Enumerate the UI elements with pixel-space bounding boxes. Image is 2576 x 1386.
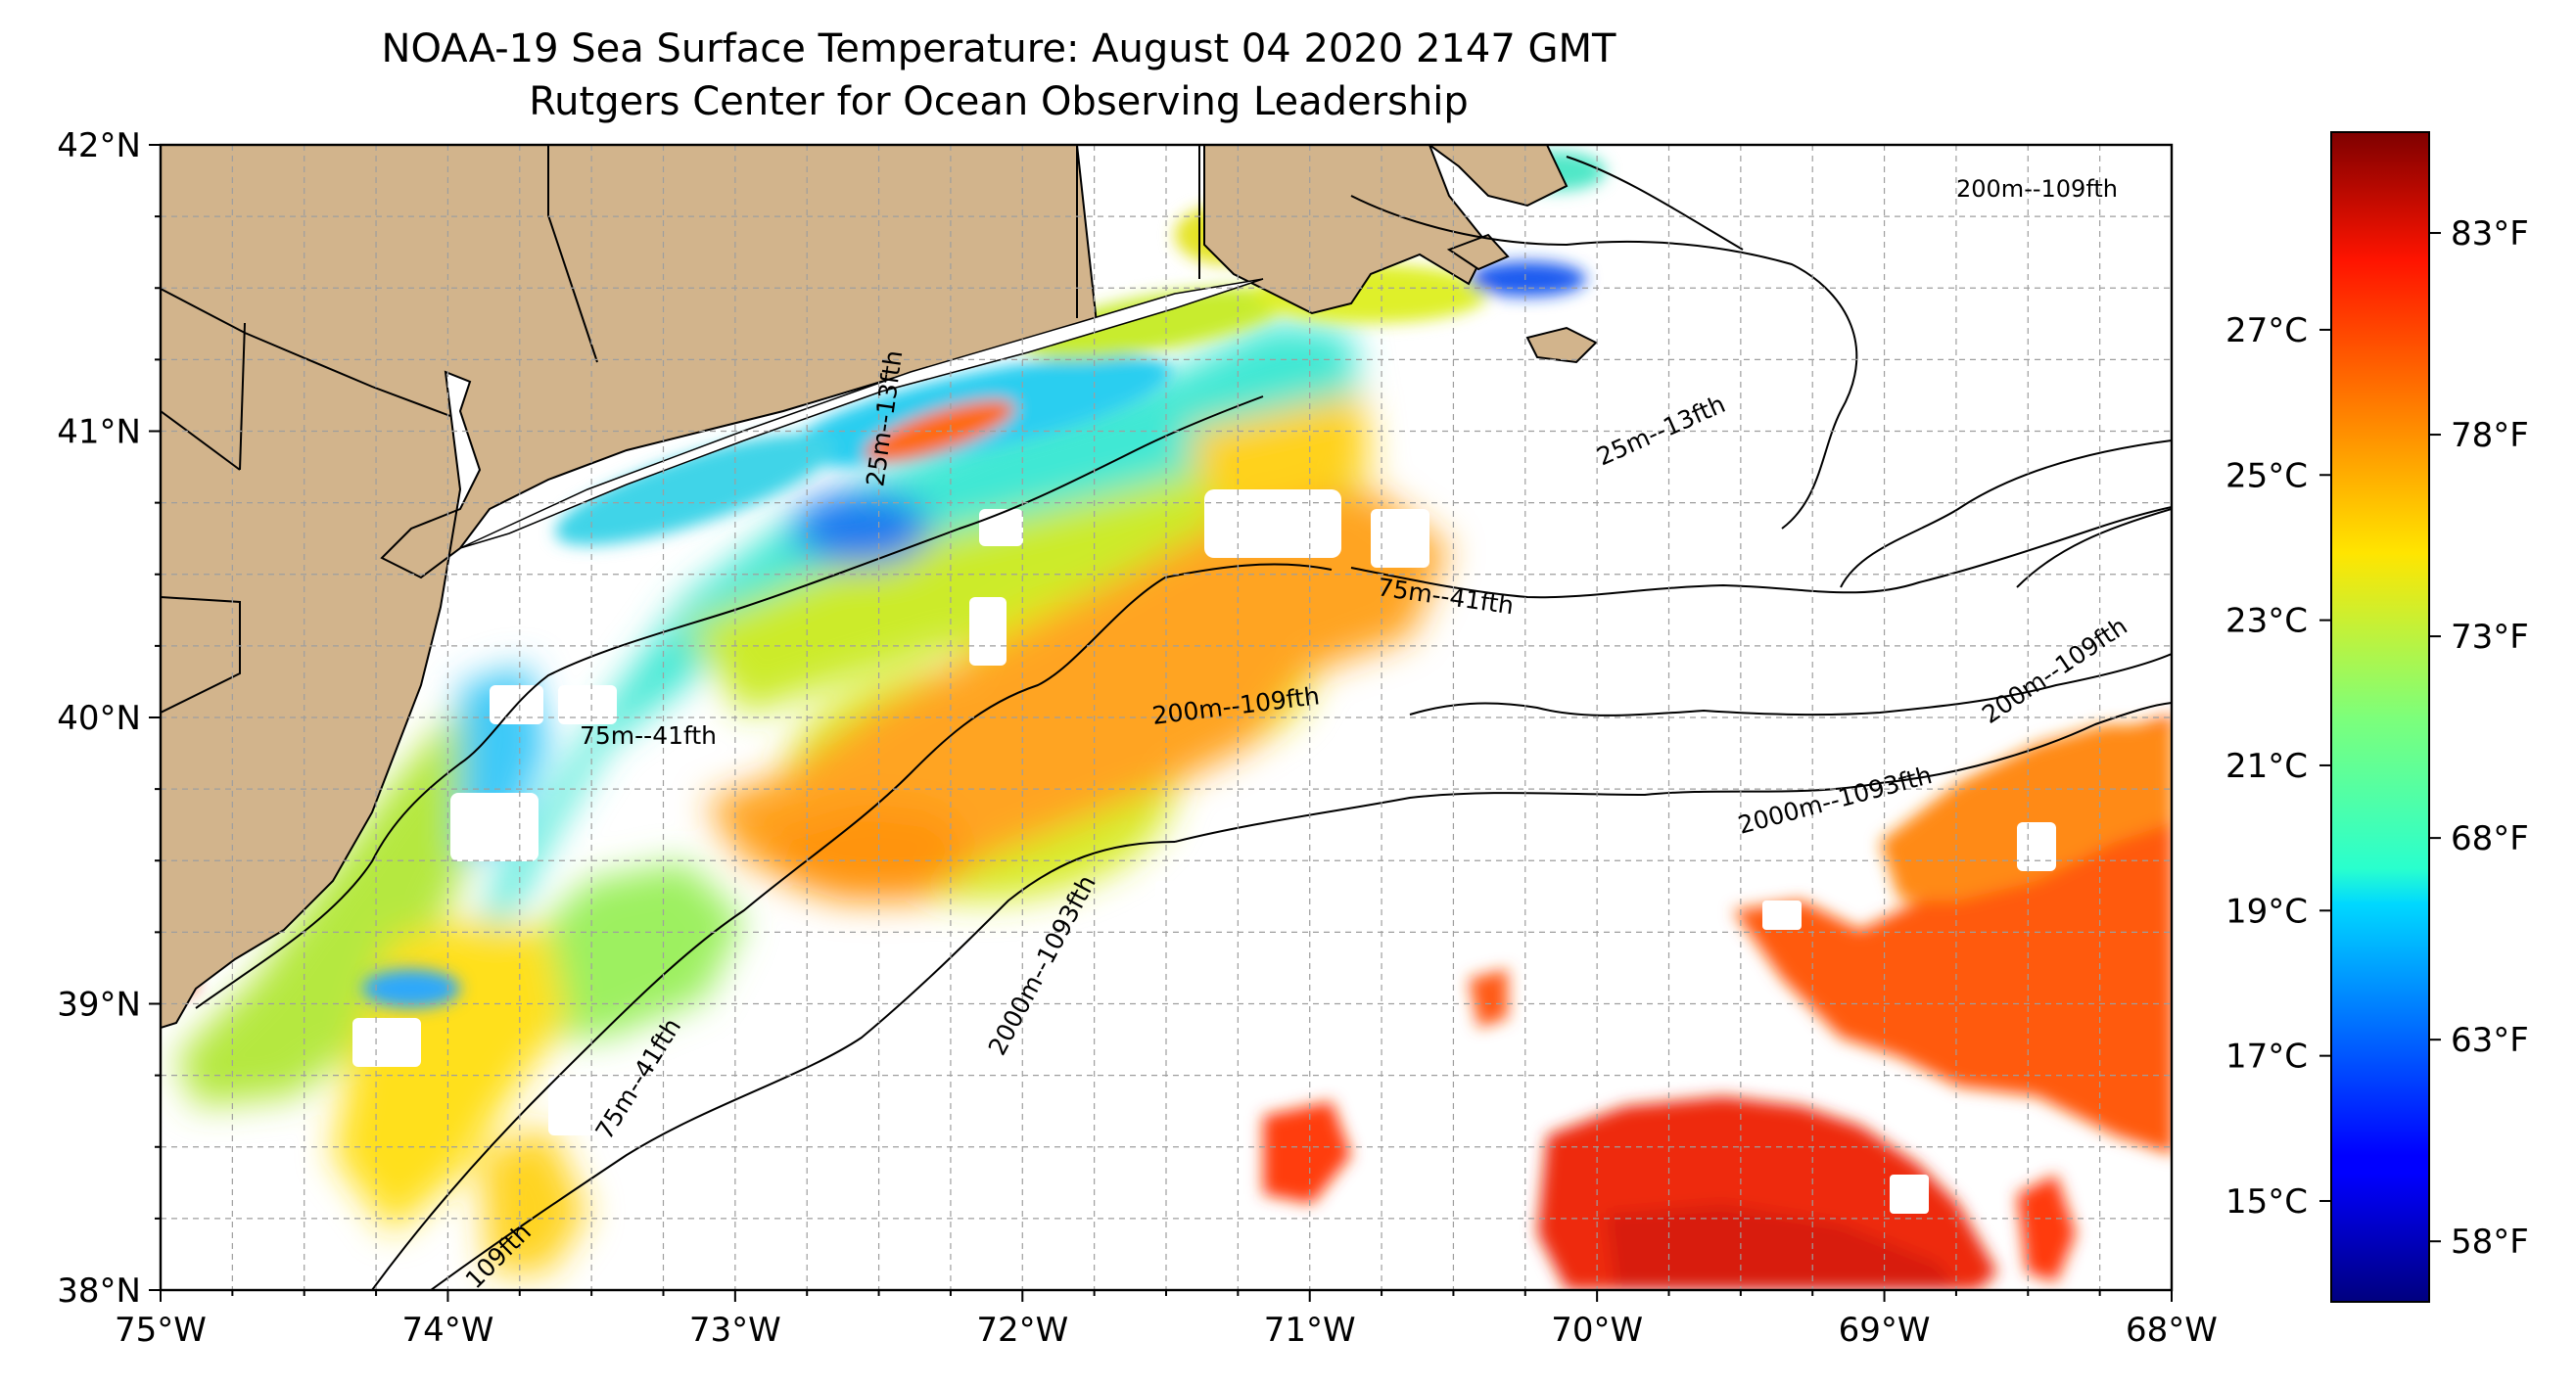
lon-tick-label: 68°W — [2126, 1311, 2218, 1350]
land — [161, 145, 1598, 1030]
lon-tick-label: 71°W — [1264, 1311, 1356, 1350]
colorbar-c-label: 17°C — [2225, 1038, 2308, 1077]
lat-tick-label: 42°N — [57, 126, 141, 165]
colorbar-c-label: 27°C — [2225, 311, 2308, 350]
colorbar-f-label: 68°F — [2451, 819, 2529, 858]
colorbar-ticks: 83°F 78°F 73°F 68°F 63°F 58°F 27°C 25°C 23°C 21°C… — [2225, 214, 2529, 1262]
isobath-label: 75m--41fth — [580, 721, 717, 750]
map-subtitle: Rutgers Center for Ocean Observing Leade… — [529, 79, 1469, 124]
lon-tick-label: 73°W — [689, 1311, 781, 1350]
colorbar-gradient — [2330, 131, 2430, 1303]
map-axes: 75°W 74°W 73°W 72°W 71°W 70°W 69°W 68°W 38°N 39°N… — [57, 126, 2218, 1350]
gridlines — [161, 145, 2172, 1290]
colorbar-f-label: 83°F — [2451, 214, 2529, 254]
long-island — [459, 278, 1264, 549]
colorbar-c-label: 19°C — [2225, 892, 2308, 931]
lon-tick-label: 72°W — [976, 1311, 1068, 1350]
lon-tick-label: 69°W — [1839, 1311, 1931, 1350]
lon-tick-label: 70°W — [1551, 1311, 1643, 1350]
lat-tick-label: 40°N — [57, 699, 141, 738]
map-title: NOAA-19 Sea Surface Temperature: August … — [381, 26, 1616, 71]
colorbar-f-label: 78°F — [2451, 416, 2529, 455]
colorbar-c-label: 23°C — [2225, 602, 2308, 641]
lat-tick-label: 39°N — [57, 986, 141, 1025]
map-panel: 200m--109fth 25m--13fth 25m--13fth 75m--… — [161, 145, 2172, 1290]
colorbar-f-label: 73°F — [2451, 618, 2529, 657]
colorbar-c-label: 15°C — [2225, 1182, 2308, 1222]
isobaths — [195, 156, 2172, 1290]
lon-tick-label: 75°W — [115, 1311, 207, 1350]
sst-field — [161, 152, 2172, 1290]
colorbar-f-label: 58°F — [2451, 1223, 2529, 1262]
lon-tick-label: 74°W — [401, 1311, 493, 1350]
isobath-label: 200m--109fth — [1956, 175, 2118, 203]
lat-tick-label: 38°N — [57, 1271, 141, 1311]
state-boundaries — [161, 145, 1200, 714]
colorbar-f-label: 63°F — [2451, 1021, 2529, 1060]
colorbar: 83°F 78°F 73°F 68°F 63°F 58°F 27°C 25°C 23°C 21°C… — [2225, 131, 2529, 1303]
colorbar-c-label: 25°C — [2225, 456, 2308, 495]
lat-tick-label: 41°N — [57, 413, 141, 452]
colorbar-c-label: 21°C — [2225, 747, 2308, 786]
